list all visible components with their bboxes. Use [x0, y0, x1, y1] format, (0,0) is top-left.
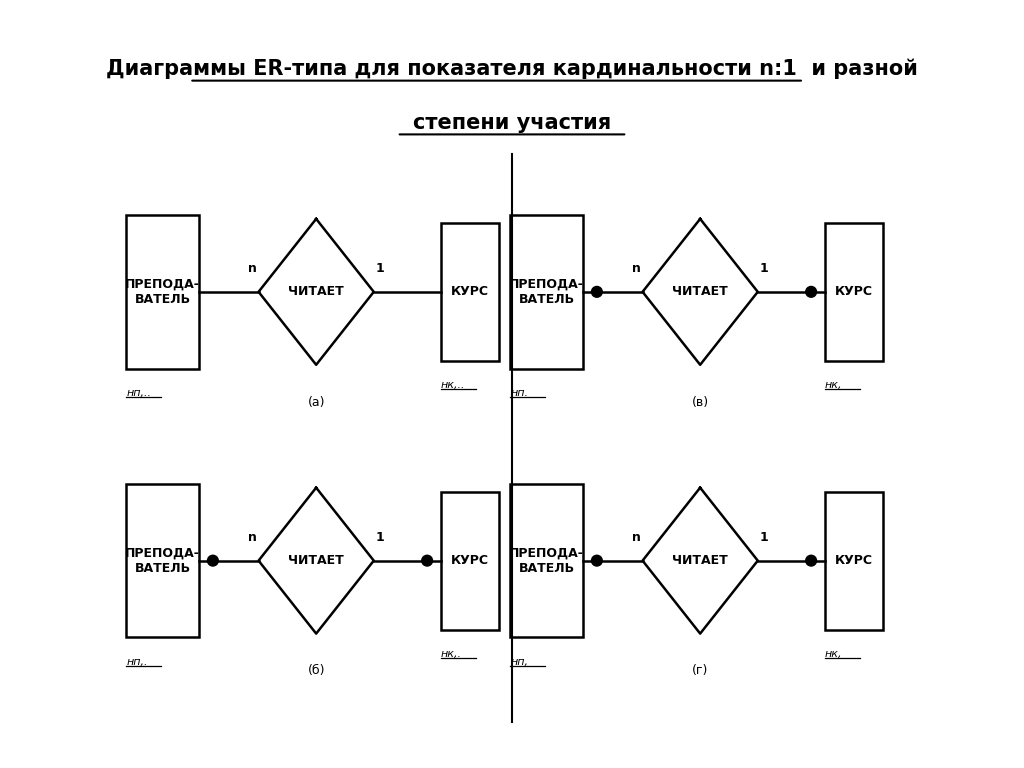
FancyBboxPatch shape — [510, 215, 583, 369]
Circle shape — [592, 555, 602, 566]
Text: n: n — [248, 262, 257, 275]
Text: нк,: нк, — [825, 380, 843, 390]
Circle shape — [806, 555, 816, 566]
Text: нп.: нп. — [510, 388, 528, 398]
Text: (а): (а) — [307, 396, 325, 409]
FancyBboxPatch shape — [441, 223, 499, 361]
Text: нк,.: нк,. — [441, 649, 462, 659]
Text: КУРС: КУРС — [451, 554, 488, 567]
Circle shape — [422, 555, 432, 566]
Text: ЧИТАЕТ: ЧИТАЕТ — [289, 286, 344, 298]
Text: (б): (б) — [307, 664, 325, 677]
Text: КУРС: КУРС — [835, 554, 872, 567]
Text: нп,..: нп,.. — [126, 388, 152, 398]
Circle shape — [592, 286, 602, 297]
Text: КУРС: КУРС — [451, 286, 488, 298]
FancyBboxPatch shape — [510, 484, 583, 637]
Text: (г): (г) — [692, 664, 709, 677]
Text: (в): (в) — [691, 396, 709, 409]
Text: ЧИТАЕТ: ЧИТАЕТ — [289, 554, 344, 567]
Text: ПРЕПОДА-
ВАТЕЛЬ: ПРЕПОДА- ВАТЕЛЬ — [509, 547, 584, 574]
FancyBboxPatch shape — [441, 492, 499, 630]
Text: 1: 1 — [760, 531, 768, 544]
Text: 1: 1 — [376, 262, 384, 275]
Text: n: n — [248, 531, 257, 544]
Text: n: n — [632, 262, 641, 275]
Circle shape — [806, 286, 816, 297]
Text: ЧИТАЕТ: ЧИТАЕТ — [673, 554, 728, 567]
Text: Диаграммы ER-типа для показателя кардинальности n:1  и разной: Диаграммы ER-типа для показателя кардина… — [106, 59, 918, 79]
Text: нп,: нп, — [510, 657, 528, 667]
Text: ПРЕПОДА-
ВАТЕЛЬ: ПРЕПОДА- ВАТЕЛЬ — [125, 278, 200, 306]
Circle shape — [208, 555, 218, 566]
Text: 1: 1 — [376, 531, 384, 544]
Text: ПРЕПОДА-
ВАТЕЛЬ: ПРЕПОДА- ВАТЕЛЬ — [509, 278, 584, 306]
Text: КУРС: КУРС — [835, 286, 872, 298]
Text: нк,..: нк,.. — [441, 380, 466, 390]
FancyBboxPatch shape — [825, 223, 883, 361]
Text: ПРЕПОДА-
ВАТЕЛЬ: ПРЕПОДА- ВАТЕЛЬ — [125, 547, 200, 574]
Text: n: n — [632, 531, 641, 544]
Text: нп,.: нп,. — [126, 657, 147, 667]
FancyBboxPatch shape — [825, 492, 883, 630]
Text: нк,: нк, — [825, 649, 843, 659]
FancyBboxPatch shape — [126, 215, 199, 369]
FancyBboxPatch shape — [126, 484, 199, 637]
Text: 1: 1 — [760, 262, 768, 275]
Text: ЧИТАЕТ: ЧИТАЕТ — [673, 286, 728, 298]
Text: степени участия: степени участия — [413, 113, 611, 133]
